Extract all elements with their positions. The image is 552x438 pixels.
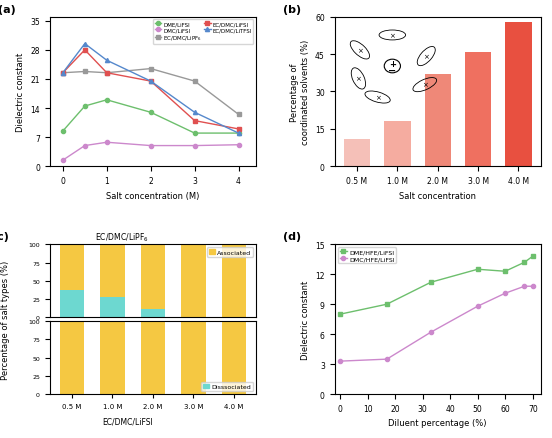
Line: EC/DMC/LiTFSI: EC/DMC/LiTFSI [61, 42, 241, 136]
Bar [100, 245, 125, 297]
DME/HFE/LiFSI [521, 260, 528, 265]
Y-axis label: Percentage of
coordinated solvents (%): Percentage of coordinated solvents (%) [290, 40, 310, 145]
X-axis label: Diluent percentage (%): Diluent percentage (%) [389, 418, 487, 427]
DMC/LiFSI [82, 144, 88, 149]
DMC/HFE/LiFSI [474, 304, 481, 309]
DME/LiFSI [60, 129, 66, 134]
Text: EC/DMC/LiPF$_6$: EC/DMC/LiPF$_6$ [95, 231, 148, 243]
Bar [60, 245, 84, 290]
Line: DMC/LiFSI: DMC/LiFSI [61, 141, 241, 163]
Text: EC/DMC/LiFSI: EC/DMC/LiFSI [103, 416, 153, 425]
Text: (c): (c) [0, 231, 9, 241]
DMC/HFE/LiFSI [384, 357, 390, 362]
EC/DMC/LiPF$_6$ [147, 67, 154, 72]
Bar [60, 290, 84, 318]
DMC/LiFSI [235, 143, 242, 148]
X-axis label: Salt concentration: Salt concentration [399, 191, 476, 200]
EC/DMC/LiTFSI [147, 79, 154, 85]
EC/DMC/LiTFSI [235, 131, 242, 136]
DME/LiFSI [103, 98, 110, 103]
EC/DMC/LiPF$_6$ [235, 113, 242, 118]
Legend: Associated: Associated [207, 248, 253, 257]
Bar [222, 245, 246, 318]
DME/HFE/LiFSI [428, 280, 434, 285]
DME/HFE/LiFSI [337, 312, 343, 317]
Legend: DME/HFE/LiFSI, DMC/HFE/LiFSI: DME/HFE/LiFSI, DMC/HFE/LiFSI [338, 248, 396, 264]
EC/DMC/LiPF$_6$ [82, 70, 88, 75]
Bar [222, 321, 246, 394]
DMC/LiFSI [192, 144, 198, 149]
DMC/HFE/LiFSI [428, 330, 434, 335]
Bar [424, 75, 451, 167]
DME/LiFSI [235, 131, 242, 136]
Line: DME/HFE/LiFSI: DME/HFE/LiFSI [338, 254, 535, 317]
DME/HFE/LiFSI [384, 302, 390, 307]
EC/DMC/LiTFSI [82, 42, 88, 47]
DME/LiFSI [192, 131, 198, 136]
EC/DMC/LiPF$_6$ [60, 71, 66, 76]
DME/HFE/LiFSI [474, 267, 481, 272]
EC/DMC/LiFSI [103, 71, 110, 76]
Bar [141, 245, 165, 309]
Legend: DME/LiFSI, DMC/LiFSI, EC/DMC/LiPF$_6$, EC/DMC/LiFSI, EC/DMC/LiTFSI: DME/LiFSI, DMC/LiFSI, EC/DMC/LiPF$_6$, E… [153, 20, 253, 45]
Line: DMC/HFE/LiFSI: DMC/HFE/LiFSI [338, 285, 535, 364]
DME/LiFSI [82, 104, 88, 110]
Bar [100, 297, 125, 318]
DME/LiFSI [147, 110, 154, 116]
Text: Percentage of salt types (%): Percentage of salt types (%) [1, 260, 10, 379]
EC/DMC/LiTFSI [103, 59, 110, 64]
Bar [181, 321, 205, 394]
DMC/HFE/LiFSI [521, 284, 528, 289]
Line: EC/DMC/LiPF$_6$: EC/DMC/LiPF$_6$ [61, 67, 241, 117]
Line: DME/LiFSI: DME/LiFSI [61, 99, 241, 136]
Bar [384, 122, 411, 167]
DMC/LiFSI [60, 158, 66, 163]
EC/DMC/LiFSI [192, 119, 198, 124]
DME/HFE/LiFSI [502, 269, 508, 274]
DMC/HFE/LiFSI [337, 359, 343, 364]
EC/DMC/LiPF$_6$ [103, 71, 110, 76]
DMC/LiFSI [103, 140, 110, 145]
Text: (b): (b) [283, 4, 301, 14]
Y-axis label: Dielectric constant: Dielectric constant [15, 53, 25, 132]
X-axis label: Salt concentration (M): Salt concentration (M) [106, 191, 200, 200]
EC/DMC/LiFSI [82, 48, 88, 53]
EC/DMC/LiTFSI [60, 71, 66, 76]
Bar [100, 321, 125, 394]
Bar [60, 321, 84, 394]
DME/HFE/LiFSI [529, 254, 536, 259]
EC/DMC/LiFSI [60, 71, 66, 76]
Bar [465, 53, 491, 167]
Text: (d): (d) [283, 232, 301, 242]
Line: EC/DMC/LiFSI: EC/DMC/LiFSI [61, 49, 241, 132]
Legend: Disssociated: Disssociated [201, 382, 253, 391]
DMC/LiFSI [147, 144, 154, 149]
Bar [141, 321, 165, 394]
Bar [505, 22, 532, 167]
EC/DMC/LiFSI [147, 79, 154, 85]
DMC/HFE/LiFSI [502, 291, 508, 296]
EC/DMC/LiFSI [235, 127, 242, 132]
Bar [344, 140, 370, 167]
EC/DMC/LiPF$_6$ [192, 79, 198, 85]
EC/DMC/LiTFSI [192, 110, 198, 116]
Bar [141, 309, 165, 318]
DMC/HFE/LiFSI [529, 284, 536, 289]
Text: (a): (a) [0, 4, 16, 14]
Y-axis label: Dielectric constant: Dielectric constant [301, 280, 310, 359]
Bar [181, 245, 205, 318]
